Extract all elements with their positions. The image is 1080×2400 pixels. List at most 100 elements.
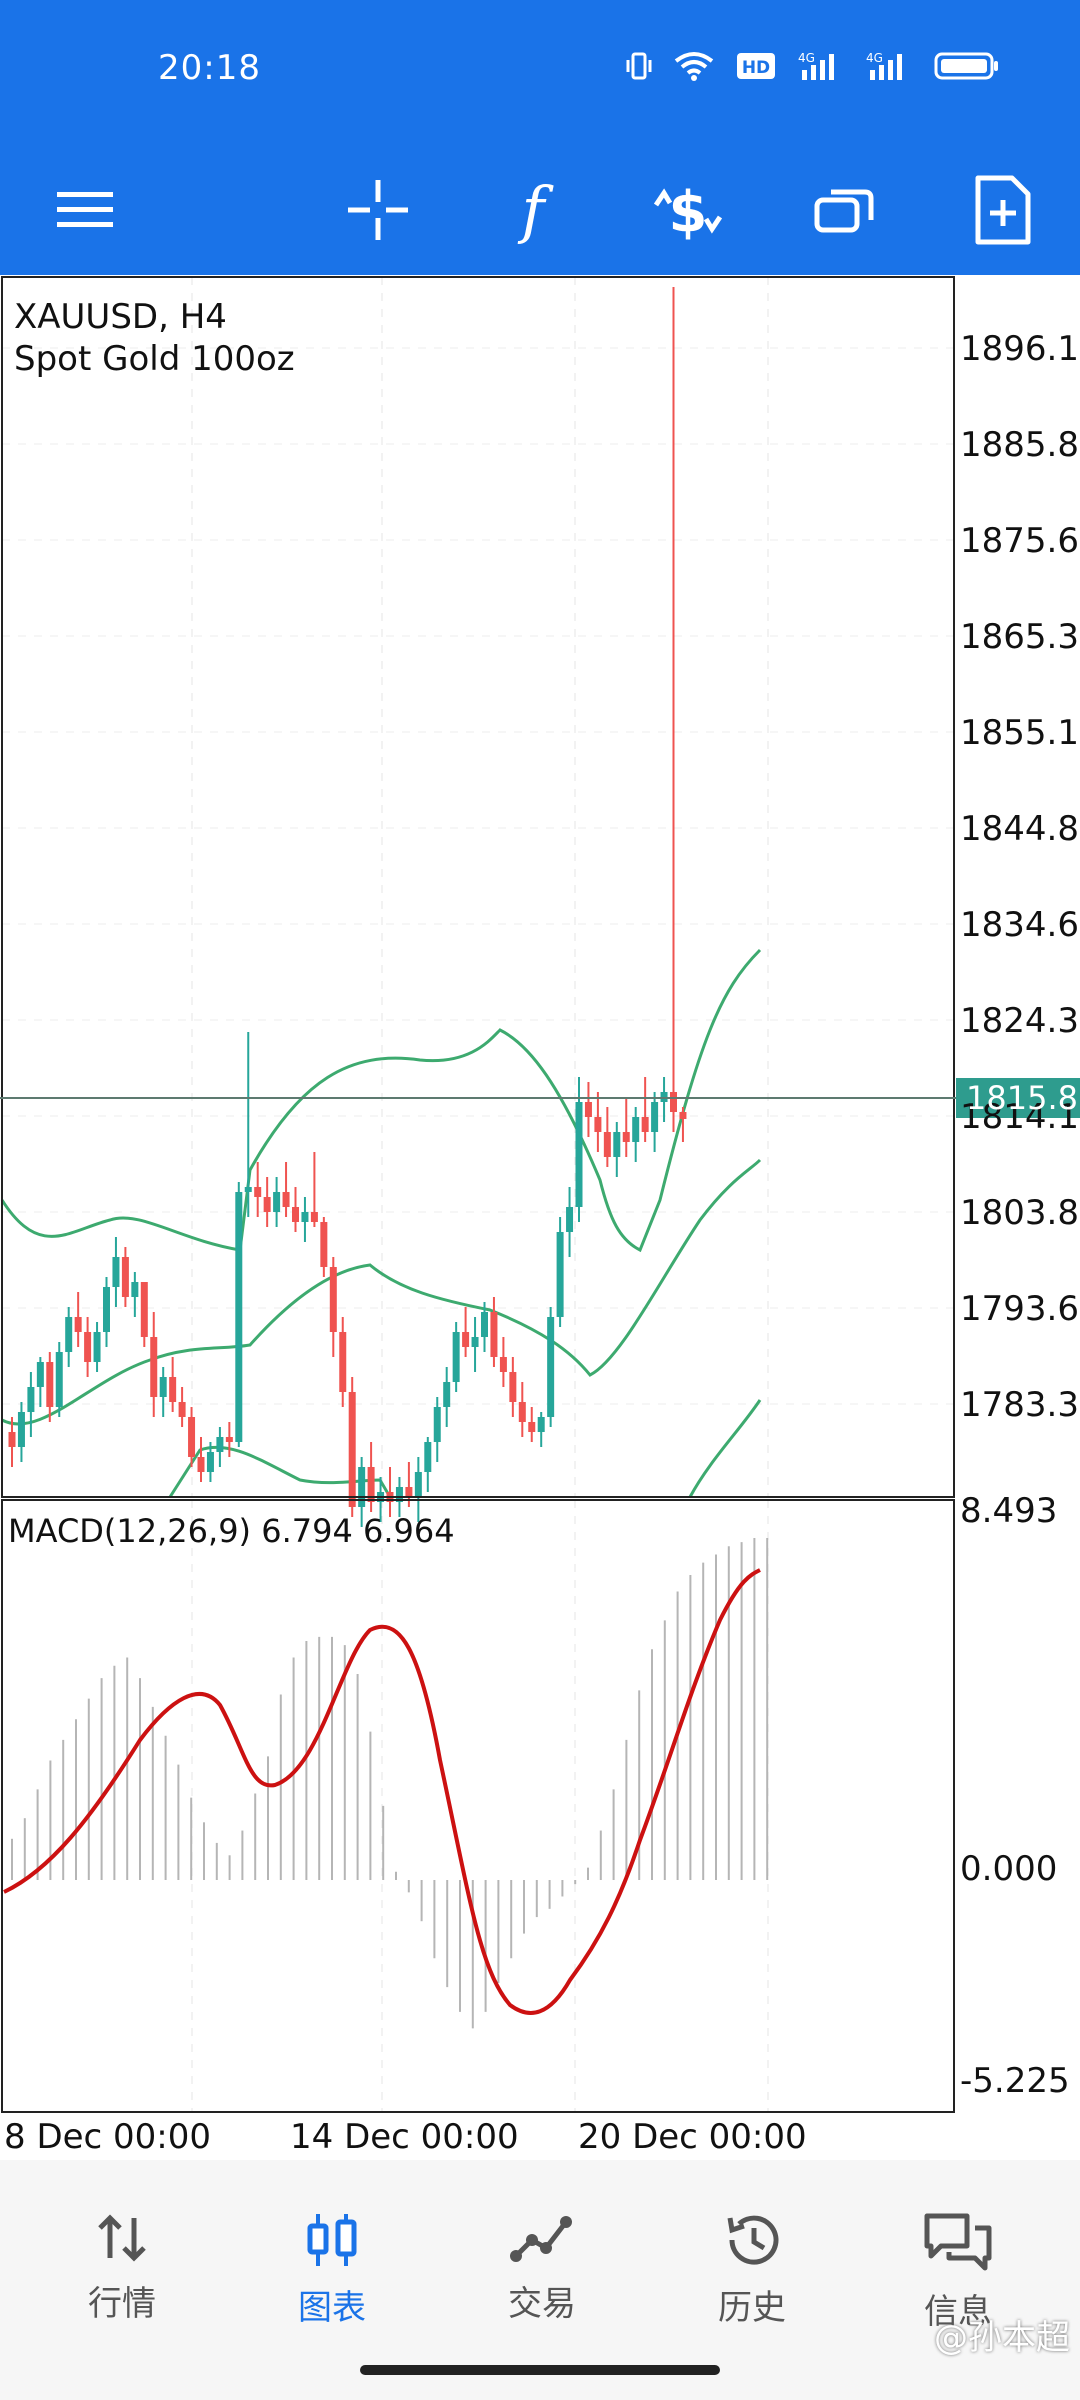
candle-body [46,1362,54,1407]
price-axis-label: 1875.60 [960,521,1080,561]
indicators-button[interactable]: f [488,165,578,255]
candle-body [84,1332,92,1362]
history-clock-icon [727,2215,779,2265]
candle-body [537,1417,545,1432]
candle-body [112,1257,120,1287]
nav-chart[interactable]: 图表 [247,2210,417,2329]
candle-body [632,1117,640,1142]
new-order-button[interactable] [958,165,1048,255]
macd-axis-label: 0.000 [960,1849,1057,1889]
date-axis-label: 20 Dec 00:00 [578,2117,807,2155]
candle-body [339,1332,347,1392]
battery-icon [934,52,998,80]
candle-body [55,1352,63,1407]
candle-body [93,1332,101,1362]
status-bar: 20:18 HD 4G 4G [0,0,1080,145]
vibrate-icon [626,52,652,80]
candle-body [244,1187,252,1192]
candle-body [547,1317,555,1417]
candle-body [424,1442,432,1472]
price-axis-label: 1865.35 [960,617,1080,657]
candle-body [603,1132,611,1157]
status-time: 20:18 [158,48,261,88]
candle-body [8,1432,16,1447]
candle-body [150,1337,158,1397]
crosshair-button[interactable] [333,165,423,255]
crosshair-icon [348,180,408,240]
hd-icon: HD [737,53,775,79]
trade-icon: $ [653,180,723,245]
price-axis-label: 1834.60 [960,905,1080,945]
svg-text:HD: HD [742,58,770,78]
windows-icon [814,189,874,233]
svg-text:4G: 4G [798,51,815,65]
candle-body [254,1187,262,1197]
candle-body [178,1402,186,1417]
nav-quotes[interactable]: 行情 [37,2210,207,2325]
candle-body [216,1437,224,1452]
candle-body [556,1232,564,1317]
candle-body [613,1132,621,1157]
candle-body [273,1192,281,1212]
menu-button[interactable] [40,165,130,255]
home-indicator[interactable] [360,2365,720,2375]
signal-4g-icon-2: 4G [866,51,902,80]
chat-bubbles-icon [924,2213,992,2271]
candle-body [235,1192,243,1442]
nav-trade[interactable]: 交易 [457,2210,627,2325]
candle-body [348,1392,356,1507]
price-axis-label: 1896.10 [960,329,1080,369]
candle-body [320,1222,328,1267]
price-axis-label: 1793.60 [960,1289,1080,1329]
price-axis-label: 1855.10 [960,713,1080,753]
candle-body [367,1467,375,1502]
price-axis-label: 1783.35 [960,1385,1080,1425]
watermark: @孙本超 [934,2318,1070,2358]
candle-body [575,1102,583,1207]
candle-body [282,1192,290,1207]
candle-body [121,1257,129,1297]
candle-body [188,1417,196,1457]
candle-body [301,1212,309,1222]
candle-body [509,1372,517,1402]
trade-button[interactable]: $ [643,165,733,255]
candle-body [159,1377,167,1397]
candle-body [131,1282,139,1297]
nav-messages-label: 信息 [924,2292,992,2332]
candle-body [27,1387,35,1412]
svg-text:$: $ [669,180,708,245]
candle-body [679,1112,687,1119]
current-price-label: 1815.8 [966,1079,1078,1117]
candle-body [395,1487,403,1502]
signal-4g-icon: 4G [798,51,834,80]
macd-signal-line [3,1568,761,2015]
candle-body [414,1472,422,1497]
candle-body [405,1487,413,1497]
svg-text:f: f [518,175,555,245]
candle-body [329,1267,337,1332]
nav-chart-label: 图表 [298,2288,366,2328]
trade-trend-icon [510,2216,572,2262]
candle-body [462,1332,470,1347]
price-chart[interactable]: 1896.10 1885.85 1875.60 1865.35 1855.10 1844.… [0,275,1080,2157]
candle-body [452,1332,460,1382]
price-axis-label: 1885.85 [960,425,1080,465]
nav-history[interactable]: 历史 [667,2210,837,2329]
chart-area[interactable]: 1896.10 1885.85 1875.60 1865.35 1855.10 1844.… [0,275,1080,2157]
date-axis-label: 14 Dec 00:00 [290,2117,519,2155]
windows-button[interactable] [800,165,890,255]
candle-body [490,1312,498,1357]
candle-body [518,1402,526,1422]
arrows-up-down-icon [98,2214,146,2262]
macd-axis-label: -5.225 [960,2061,1070,2101]
candle-body [651,1102,659,1132]
wifi-icon [674,52,714,81]
candle-body [140,1282,148,1337]
candle-body [481,1312,488,1337]
candle-body [566,1207,574,1232]
menu-icon [57,192,113,227]
date-axis-label: 8 Dec 00:00 [4,2117,211,2155]
price-axis-label: 1814.10 [960,1097,1080,1137]
chart-description: Spot Gold 100oz [14,339,295,379]
nav-messages[interactable]: 信息 [873,2210,1043,2333]
